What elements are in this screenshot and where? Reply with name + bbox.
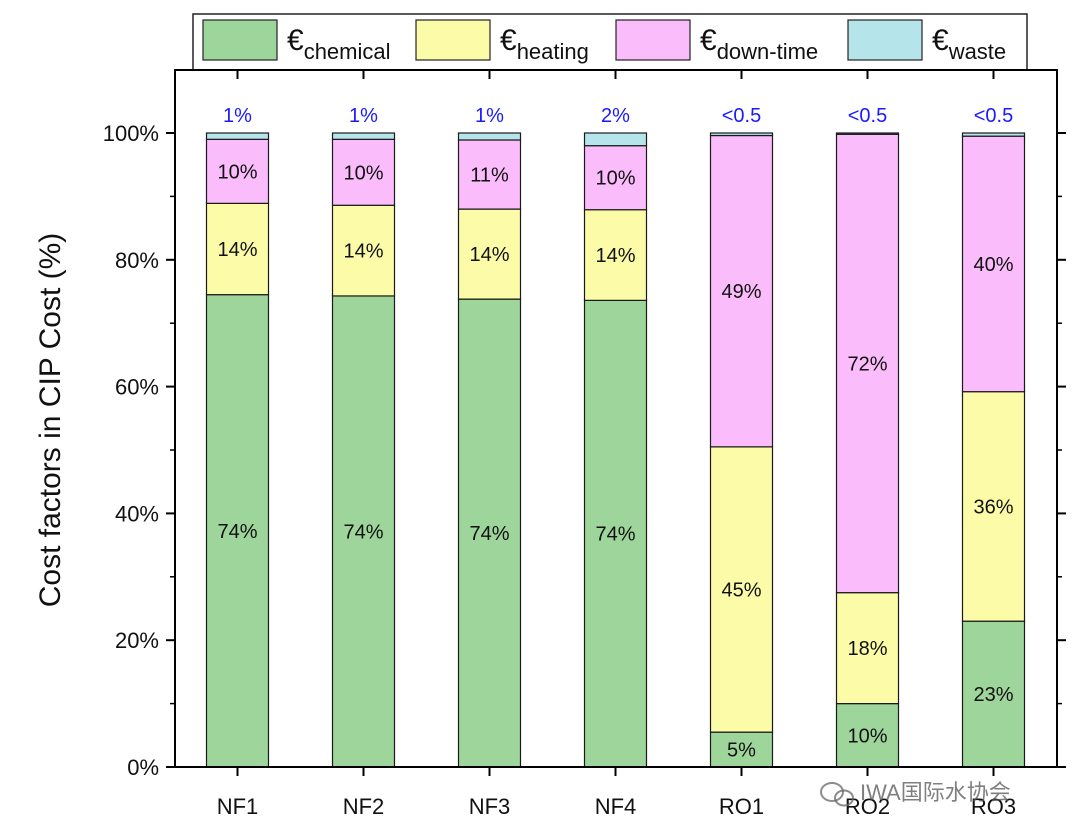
legend-swatch-waste	[847, 19, 923, 61]
bar-segment-waste-ro3	[961, 132, 1026, 137]
x-tick-label-ro1: RO1	[719, 794, 764, 819]
y-tick-label: 60%	[115, 375, 159, 400]
x-tick-label-ro3: RO3	[971, 794, 1016, 819]
bar-segment-waste-nf4	[583, 132, 648, 147]
bar-segment-chemical-nf4	[583, 299, 648, 768]
bar-segment-down-time-nf3	[457, 139, 522, 210]
legend-label-chemical: €chemical	[287, 24, 391, 64]
y-axis-label: Cost factors in CIP Cost (%)	[34, 233, 67, 608]
top-label-nf1: 1%	[223, 105, 252, 127]
segment-label-down-time-ro3: 40%	[973, 254, 1013, 276]
bar-segment-waste-ro2	[835, 132, 900, 135]
segment-label-chemical-ro2: 10%	[847, 725, 887, 747]
bar-segment-heating-ro3	[961, 391, 1026, 622]
wechat-icon	[820, 782, 854, 807]
bar-segment-down-time-ro2	[835, 133, 900, 594]
bar-segment-down-time-nf2	[331, 138, 396, 206]
bars-group: 74% 14% 10% 1% 74% 14% 10% 1% 74% 14% 11% 1% 74% 14% 1…	[205, 105, 1026, 768]
bar-segment-chemical-ro3	[961, 620, 1026, 768]
bar-segment-chemical-nf3	[457, 298, 522, 768]
legend-swatch-heating	[415, 19, 491, 61]
segment-label-down-time-nf1: 10%	[217, 161, 257, 183]
segment-label-chemical-nf4: 74%	[595, 524, 635, 546]
plot-frame	[174, 69, 1058, 768]
segment-label-heating-nf1: 14%	[217, 239, 257, 261]
x-tick-label-nf1: NF1	[217, 794, 259, 819]
y-tick-label: 80%	[115, 248, 159, 273]
bar-segment-waste-ro1	[709, 132, 774, 137]
segment-label-chemical-ro3: 23%	[973, 684, 1013, 706]
bar-segment-heating-ro2	[835, 592, 900, 705]
top-label-nf3: 1%	[475, 105, 504, 127]
bar-segment-heating-nf1	[205, 202, 270, 296]
segment-label-down-time-nf3: 11%	[470, 165, 509, 187]
bar-segment-waste-nf3	[457, 132, 522, 141]
bar-segment-down-time-ro3	[961, 135, 1026, 393]
bar-segment-chemical-nf2	[331, 295, 396, 768]
watermark-text: IWA国际水协会	[860, 780, 1011, 805]
x-tick-label-nf2: NF2	[343, 794, 385, 819]
legend-label-heating: €heating	[500, 24, 589, 64]
x-tick-label-nf4: NF4	[595, 794, 637, 819]
segment-label-down-time-ro2: 72%	[847, 353, 887, 375]
segment-label-heating-nf3: 14%	[469, 244, 509, 266]
y-tick-label: 100%	[103, 121, 159, 146]
segment-label-down-time-ro1: 49%	[721, 281, 761, 303]
legend-label-down-time: €down-time	[700, 24, 818, 64]
segment-label-down-time-nf4: 10%	[595, 168, 635, 190]
segment-label-chemical-nf2: 74%	[343, 521, 383, 543]
segment-label-heating-ro2: 18%	[847, 638, 887, 660]
watermark: IWA国际水协会	[820, 780, 1011, 807]
top-label-ro2: <0.5	[848, 105, 887, 127]
segment-label-heating-nf4: 14%	[595, 245, 635, 267]
y-tick-label: 40%	[115, 501, 159, 526]
top-label-nf4: 2%	[601, 105, 630, 127]
segment-label-heating-ro1: 45%	[721, 579, 761, 601]
segment-label-chemical-ro1: 5%	[727, 740, 756, 762]
legend-swatch-chemical	[202, 19, 278, 61]
bar-segment-chemical-nf1	[205, 294, 270, 768]
bar-segment-down-time-nf1	[205, 138, 270, 204]
legend-label-waste: €waste	[932, 24, 1006, 64]
segment-label-chemical-nf1: 74%	[217, 521, 257, 543]
x-tick-label-nf3: NF3	[469, 794, 511, 819]
bar-segment-waste-nf1	[205, 132, 270, 140]
segment-label-chemical-nf3: 74%	[469, 523, 509, 545]
top-label-ro1: <0.5	[722, 105, 761, 127]
y-tick-label: 0%	[127, 755, 159, 780]
top-label-ro3: <0.5	[974, 105, 1013, 127]
y-tick-label: 20%	[115, 628, 159, 653]
segment-label-heating-ro3: 36%	[973, 496, 1013, 518]
segment-label-down-time-nf2: 10%	[343, 162, 383, 184]
top-label-nf2: 1%	[349, 105, 378, 127]
bar-segment-heating-nf2	[331, 204, 396, 297]
bar-segment-heating-nf3	[457, 208, 522, 300]
legend-swatch-down-time	[615, 19, 691, 61]
bar-segment-waste-nf2	[331, 132, 396, 140]
segment-label-heating-nf2: 14%	[343, 241, 383, 263]
bar-segment-heating-ro1	[709, 446, 774, 733]
legend: €chemical €heating €down-time €waste	[192, 13, 1028, 71]
